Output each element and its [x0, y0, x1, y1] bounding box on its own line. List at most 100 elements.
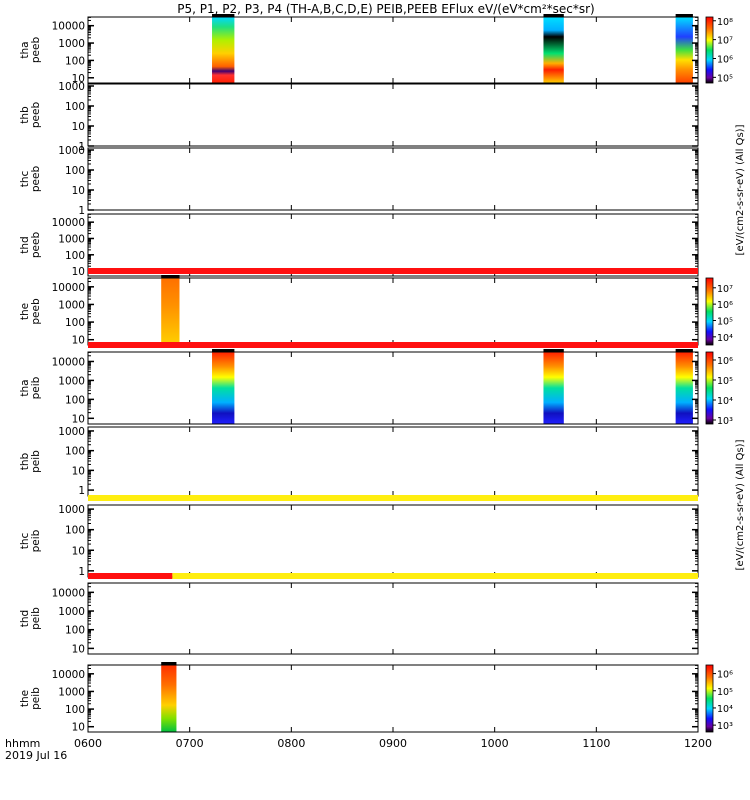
- panel-product-label: peib: [30, 376, 42, 399]
- panel-product-label: peib: [30, 450, 42, 473]
- colorbar-tick-label: 10⁴: [717, 333, 733, 344]
- colorbar-unit-label-lower: [eV/(cm2-s-sr-eV) (All Qs)]: [735, 439, 746, 570]
- quality-flag-bar: [88, 268, 698, 274]
- colorbar: [705, 16, 714, 84]
- y-tick-label: 100: [65, 165, 85, 177]
- spectrogram-block: [212, 352, 235, 424]
- quality-flag-bar: [88, 573, 173, 579]
- y-tick-label: 1000: [58, 299, 85, 311]
- spectrogram-block: [212, 17, 235, 83]
- panel-frame: [87, 16, 699, 84]
- spectrogram-block-cap: [675, 349, 693, 352]
- panel-product-label: peeb: [30, 166, 42, 193]
- panel-probe-label: tha: [19, 41, 31, 58]
- spectrogram-block: [675, 352, 693, 424]
- spectrogram-block-cap: [212, 14, 235, 17]
- colorbar-tick-label: 10³: [717, 721, 733, 732]
- y-tick-label: 10000: [52, 217, 85, 229]
- panel-label: thcpeeb: [19, 166, 42, 193]
- panel-frame: [87, 426, 699, 497]
- panel-frame: [87, 664, 699, 733]
- panel-frame: [87, 504, 699, 578]
- panel-frame: [87, 351, 699, 425]
- y-tick-label: 10000: [52, 282, 85, 294]
- x-axis-unit-label: hhmm: [5, 737, 40, 750]
- colorbar-tick-label: 10⁶: [717, 54, 733, 65]
- colorbar-tick-label: 10⁵: [717, 687, 733, 698]
- y-tick-label: 10: [72, 185, 85, 197]
- x-tick-label: 1000: [481, 737, 509, 750]
- quality-flag-bar: [88, 342, 698, 348]
- y-tick-label: 1000: [58, 38, 85, 50]
- y-tick-label: 100: [65, 525, 85, 537]
- panel-label: thepeeb: [19, 298, 42, 325]
- x-axis-date-label: 2019 Jul 16: [5, 749, 67, 762]
- x-axis-labels: 0600 0700 0800 0900 1000 1100 1200 hhmm …: [5, 737, 712, 762]
- panel-label: thdpeib: [19, 607, 42, 630]
- y-tick-label: 10: [72, 413, 85, 425]
- panel-label: thapeeb: [19, 37, 42, 64]
- panel-thb-peeb: 1000 100 10 1 thbpeeb: [19, 81, 699, 153]
- quality-flag-bar: [88, 495, 698, 501]
- colorbar: [705, 351, 714, 425]
- colorbar-tick-label: 10⁴: [717, 396, 733, 407]
- colorbar-tick-label: 10⁷: [717, 36, 733, 47]
- y-tick-label: 10: [72, 73, 85, 85]
- panel-probe-label: thd: [19, 236, 31, 253]
- colorbar-tick-label: 10⁵: [717, 376, 733, 387]
- y-tick-label: 10000: [52, 356, 85, 368]
- panel-product-label: peib: [30, 529, 42, 552]
- spectrogram-block-cap: [543, 349, 564, 352]
- y-tick-label: 1: [78, 205, 85, 217]
- y-tick-label: 1000: [58, 426, 85, 438]
- colorbar: [705, 664, 714, 733]
- panel-the-peib: 10000 1000 100 10 thepeib 10⁶ 10⁵ 10⁴ 10³: [19, 662, 733, 734]
- y-tick-label: 10: [72, 722, 85, 734]
- x-tick-label: 0600: [74, 737, 102, 750]
- panel-product-label: peeb: [30, 102, 42, 129]
- figure-title: P5, P1, P2, P3, P4 (TH-A,B,C,D,E) PEIB,P…: [177, 2, 594, 16]
- y-tick-label: 10: [72, 643, 85, 655]
- spectrogram-block: [675, 17, 693, 83]
- panel-thc-peib: 1000 100 10 1 thcpeib: [19, 495, 699, 578]
- quality-flag-bar: [172, 573, 699, 579]
- panel-label: thdpeeb: [19, 232, 42, 259]
- panel-label: thbpeeb: [19, 102, 42, 129]
- y-tick-label: 1000: [58, 375, 85, 387]
- y-tick-label: 1000: [58, 606, 85, 618]
- panel-frame: [87, 147, 699, 211]
- y-tick-label: 10: [72, 266, 85, 278]
- panel-label: thapeib: [19, 376, 42, 399]
- panel-product-label: peeb: [30, 37, 42, 64]
- y-tick-label: 100: [65, 250, 85, 262]
- colorbar-tick-label: 10³: [717, 416, 733, 427]
- x-tick-label: 1200: [684, 737, 712, 750]
- panel-thb-peib: 1000 100 10 1 thbpeib: [19, 426, 699, 497]
- y-tick-label: 10: [72, 465, 85, 477]
- y-tick-label: 10000: [52, 669, 85, 681]
- panel-tha-peib: 10000 1000 100 10 thapeib 10⁶ 10⁵ 10⁴ 10³: [19, 342, 733, 427]
- y-tick-label: 1: [78, 485, 85, 497]
- spectrogram-block-cap: [212, 349, 235, 352]
- y-tick-label: 1000: [58, 81, 85, 93]
- panel-probe-label: tha: [19, 379, 31, 396]
- y-tick-label: 100: [65, 317, 85, 329]
- panel-probe-label: thb: [19, 452, 31, 470]
- panel-probe-label: the: [19, 303, 31, 320]
- x-tick-label: 0900: [379, 737, 407, 750]
- spectrogram-block-cap: [161, 275, 180, 278]
- spectrogram-block-cap: [543, 14, 564, 17]
- colorbar-tick-label: 10⁶: [717, 300, 733, 311]
- panel-frame: [87, 83, 699, 147]
- y-tick-label: 1000: [58, 686, 85, 698]
- spectrogram-block: [161, 278, 180, 345]
- y-tick-label: 100: [65, 446, 85, 458]
- panel-product-label: peib: [30, 687, 42, 710]
- colorbar-tick-label: 10⁶: [717, 356, 733, 367]
- panel-stack: 10000100010010thapeeb10⁸10⁷10⁶10⁵1000100…: [19, 14, 733, 734]
- y-tick-label: 10000: [52, 587, 85, 599]
- panel-probe-label: thc: [19, 171, 31, 188]
- y-tick-label: 1: [78, 566, 85, 578]
- panel-thd-peib: 10000 1000 100 10 thdpeib: [19, 573, 699, 655]
